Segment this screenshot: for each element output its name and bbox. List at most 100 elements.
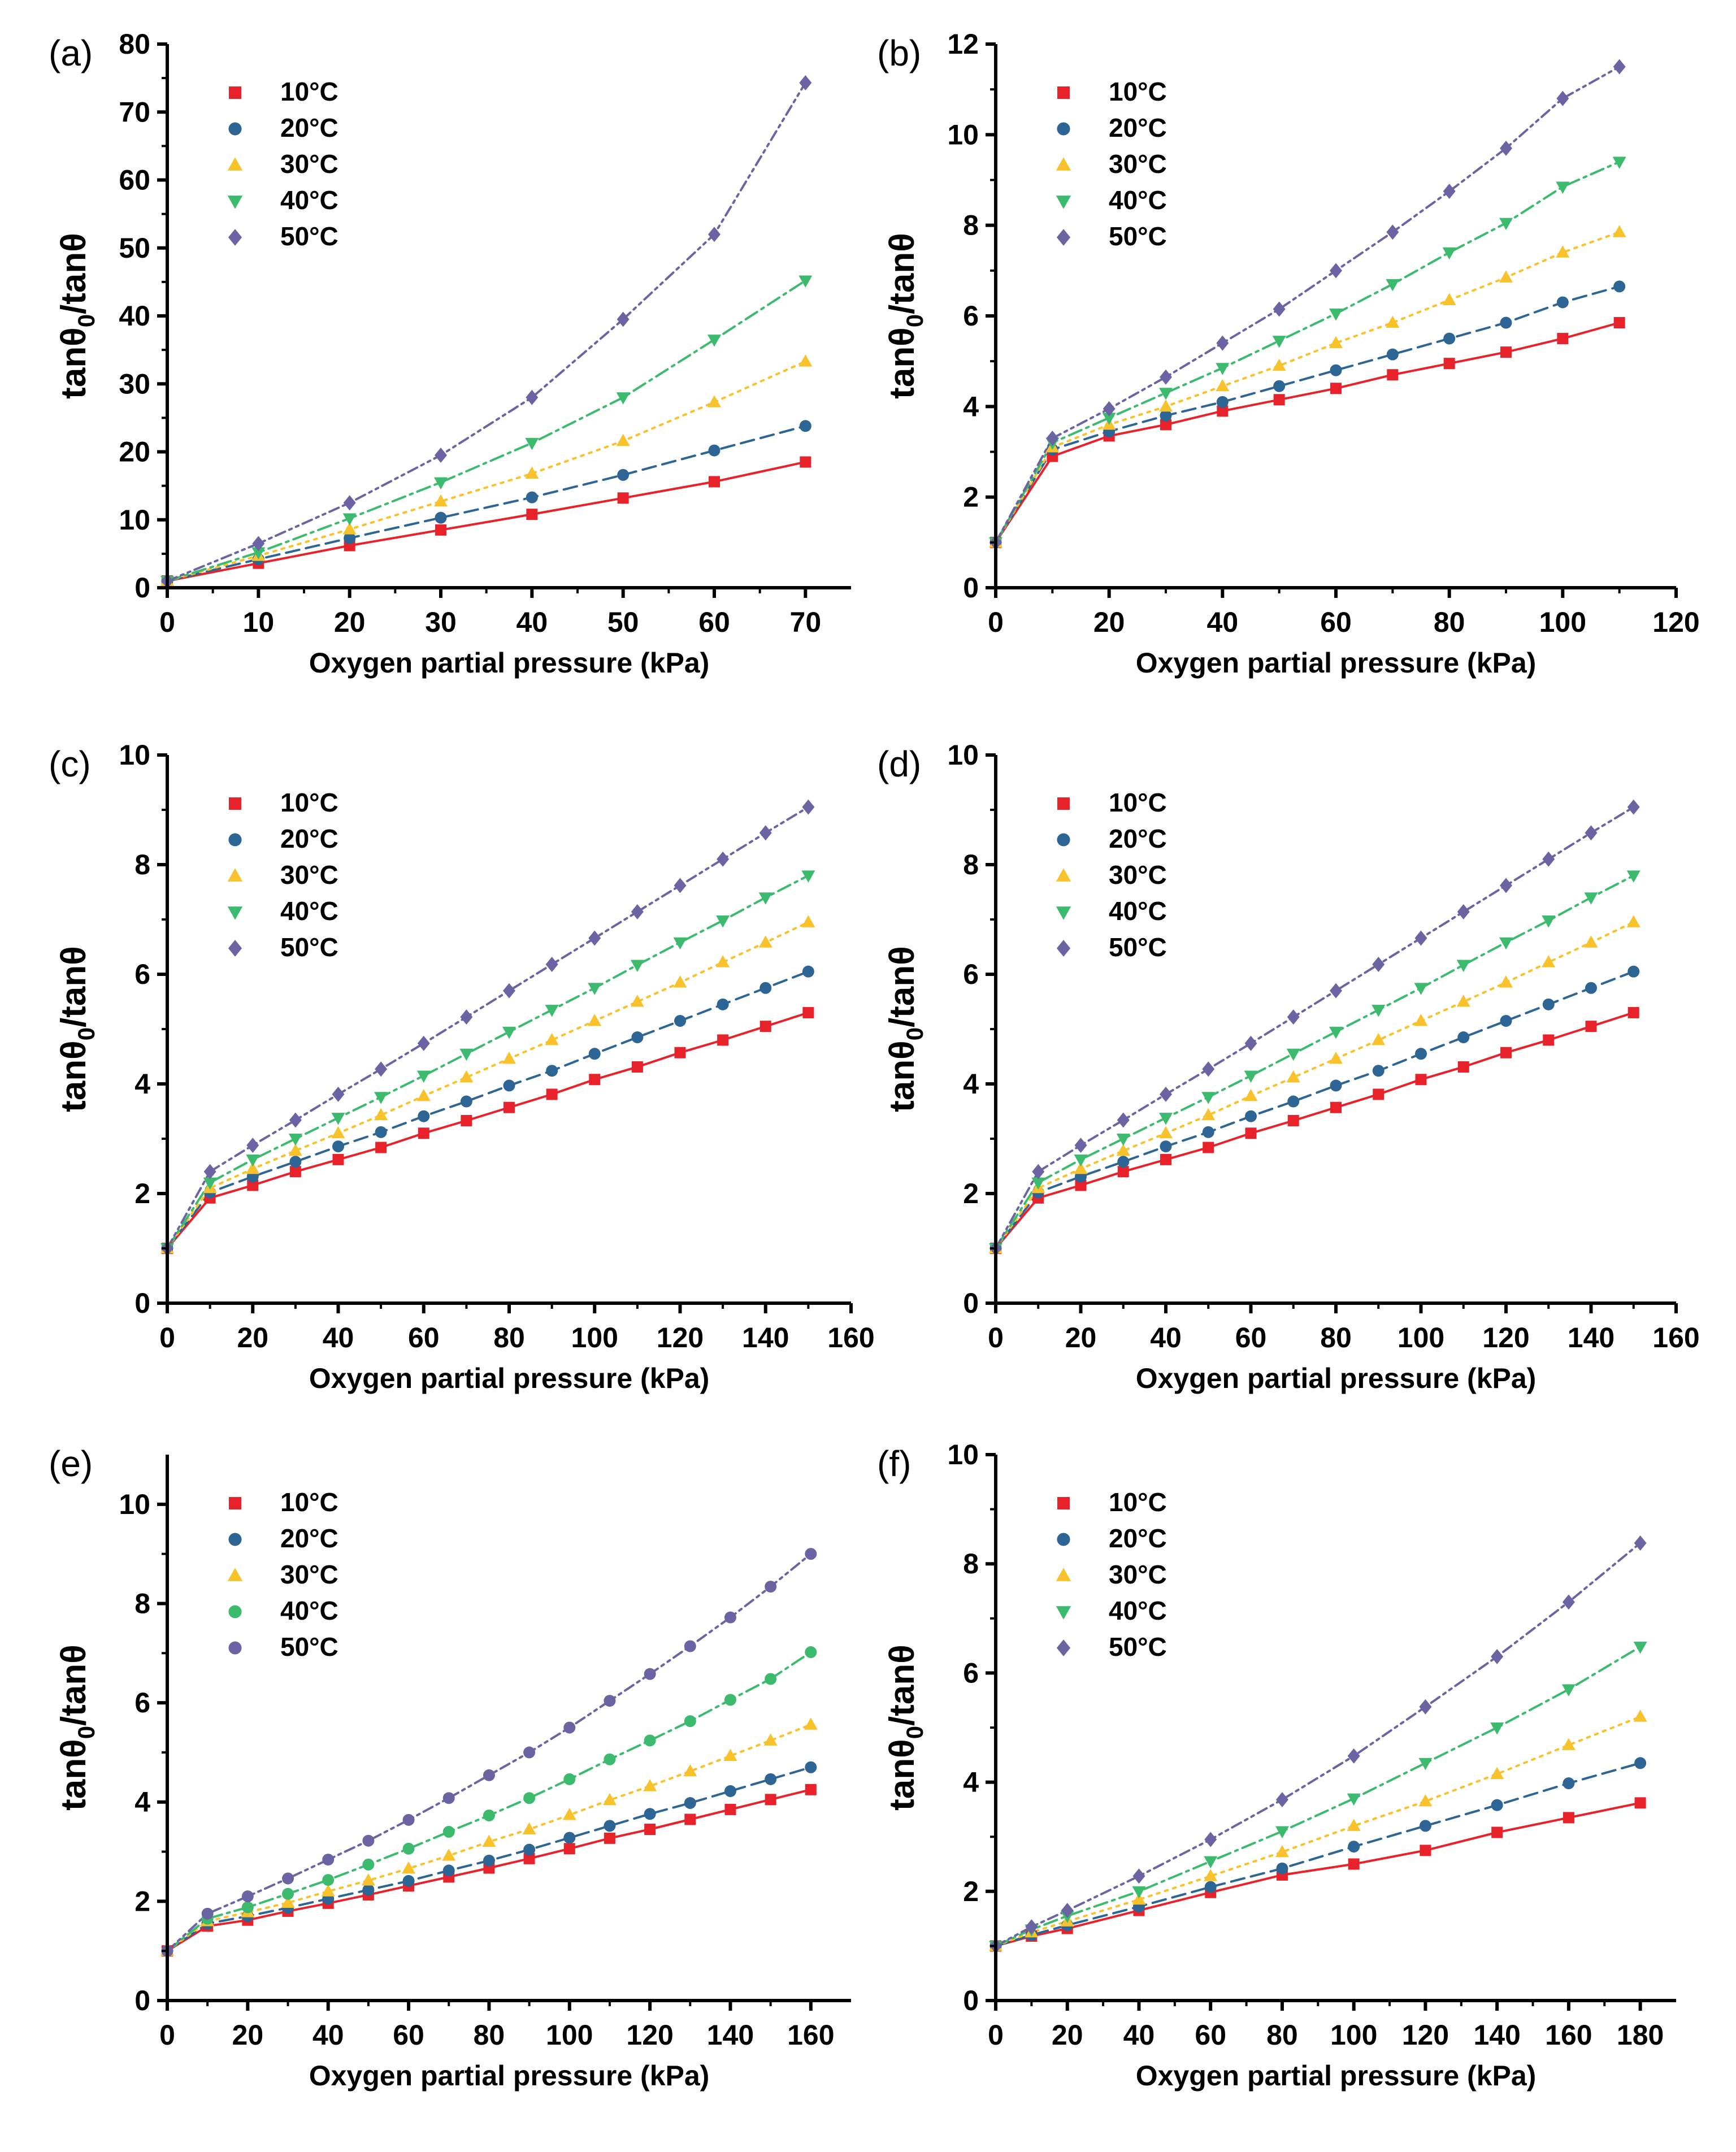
data-point-40c — [434, 477, 448, 490]
data-point-40c — [1499, 937, 1513, 950]
data-point-20c — [631, 1031, 644, 1044]
data-point-10c — [1557, 333, 1569, 345]
data-point-40c — [684, 1715, 696, 1728]
legend-marker-40c — [227, 196, 243, 209]
data-point-20c — [460, 1095, 472, 1108]
legend-label-50c: 50°C — [1109, 932, 1167, 962]
data-point-40c — [1542, 915, 1556, 928]
y-tick-label: 0 — [963, 1287, 979, 1319]
data-point-10c — [1543, 1034, 1555, 1046]
x-tick-label: 40 — [517, 606, 548, 638]
data-point-40c — [1116, 1134, 1130, 1146]
y-tick-label: 0 — [963, 572, 979, 604]
x-tick-label: 160 — [787, 2019, 834, 2051]
x-tick-label: 140 — [1473, 2019, 1520, 2051]
y-tick-label: 40 — [119, 300, 150, 332]
x-tick-label: 140 — [742, 1322, 789, 1353]
data-point-10c — [631, 1061, 643, 1073]
data-point-10c — [1245, 1127, 1257, 1139]
data-point-50c — [1500, 140, 1512, 156]
data-point-20c — [1443, 332, 1456, 345]
data-point-20c — [799, 420, 811, 432]
x-tick-label: 40 — [323, 1322, 354, 1353]
data-point-10c — [760, 1021, 771, 1032]
data-point-20c — [760, 982, 772, 994]
data-point-40c — [1074, 1154, 1088, 1167]
data-point-20c — [1563, 1777, 1575, 1790]
legend-marker-20c — [1057, 1533, 1070, 1546]
data-point-30c — [1612, 225, 1626, 237]
legend-label-10c: 10°C — [280, 77, 338, 106]
data-point-40c — [1329, 308, 1343, 321]
data-point-40c — [1132, 1886, 1146, 1899]
data-point-50c — [1330, 983, 1342, 999]
data-point-40c — [1201, 1092, 1216, 1104]
x-tick-label: 20 — [232, 2019, 264, 2051]
y-tick-label: 20 — [119, 436, 150, 468]
data-point-10c — [1420, 1845, 1431, 1856]
data-point-40c — [1418, 1758, 1433, 1771]
y-axis-title: tanθ0/tanθ — [883, 233, 928, 399]
legend-label-30c: 30°C — [1109, 1560, 1167, 1589]
x-axis-title: Oxygen partial pressure (kPa) — [1136, 1363, 1537, 1394]
x-tick-label: 80 — [1266, 2019, 1298, 2051]
data-point-50c — [322, 1854, 335, 1866]
data-point-40c — [1329, 1026, 1343, 1039]
data-point-30c — [442, 1849, 456, 1861]
fit-line-30c — [995, 231, 1621, 544]
data-point-10c — [1160, 419, 1171, 431]
data-point-10c — [1117, 1166, 1129, 1178]
data-point-20c — [344, 532, 356, 544]
legend-marker-40c — [228, 1605, 242, 1619]
y-axis-title: tanθ0/tanθ — [54, 1645, 99, 1811]
data-point-20c — [1542, 998, 1555, 1010]
data-point-30c — [1542, 955, 1556, 967]
data-point-40c — [288, 1134, 302, 1146]
data-point-50c — [1562, 1594, 1575, 1610]
fit-line-50c — [995, 806, 1635, 1249]
data-point-50c — [1500, 878, 1512, 893]
panel-d: 0 20 40 60 80 100 120 140 160 0 2 4 6 8 10 Oxygen parti… — [877, 739, 1700, 1394]
data-point-50c — [1204, 1832, 1217, 1847]
legend-marker-10c — [1057, 797, 1070, 810]
legend-label-20c: 20°C — [1109, 113, 1167, 142]
data-point-30c — [1456, 995, 1470, 1007]
x-tick-label: 140 — [707, 2019, 754, 2051]
data-point-30c — [1414, 1013, 1428, 1026]
x-tick-label: 30 — [425, 606, 457, 638]
y-tick-label: 2 — [963, 1876, 979, 1907]
data-point-10c — [644, 1824, 656, 1836]
data-point-40c — [483, 1809, 495, 1821]
legend-marker-10c — [1057, 1497, 1070, 1509]
x-tick-label: 140 — [1568, 1322, 1615, 1353]
data-point-30c — [758, 935, 772, 948]
data-point-40c — [588, 983, 602, 995]
data-point-40c — [644, 1734, 656, 1747]
x-tick-label: 70 — [790, 606, 822, 638]
data-point-10c — [684, 1813, 696, 1825]
data-point-20c — [1204, 1881, 1217, 1893]
x-tick-label: 80 — [1434, 606, 1465, 638]
y-tick-label: 6 — [963, 300, 979, 332]
data-point-50c — [483, 1769, 495, 1781]
x-tick-label: 20 — [334, 606, 366, 638]
data-point-20c — [724, 1785, 736, 1797]
data-point-20c — [1216, 396, 1229, 408]
x-tick-label: 0 — [988, 2019, 1004, 2051]
data-point-50c — [203, 1164, 216, 1179]
data-point-20c — [1634, 1757, 1647, 1769]
data-point-40c — [1159, 388, 1173, 400]
data-point-50c — [1556, 90, 1569, 106]
y-tick-label: 4 — [963, 1068, 979, 1100]
fit-line-30c — [166, 360, 807, 582]
data-point-50c — [1032, 1164, 1045, 1179]
data-point-50c — [1287, 1009, 1300, 1025]
data-point-50c — [563, 1721, 576, 1734]
data-point-50c — [526, 389, 539, 405]
data-point-40c — [251, 547, 266, 559]
data-point-10c — [1348, 1858, 1360, 1870]
data-point-10c — [435, 524, 446, 536]
x-tick-label: 60 — [1235, 1322, 1267, 1353]
data-point-50c — [1046, 430, 1059, 446]
data-point-50c — [1330, 263, 1342, 279]
